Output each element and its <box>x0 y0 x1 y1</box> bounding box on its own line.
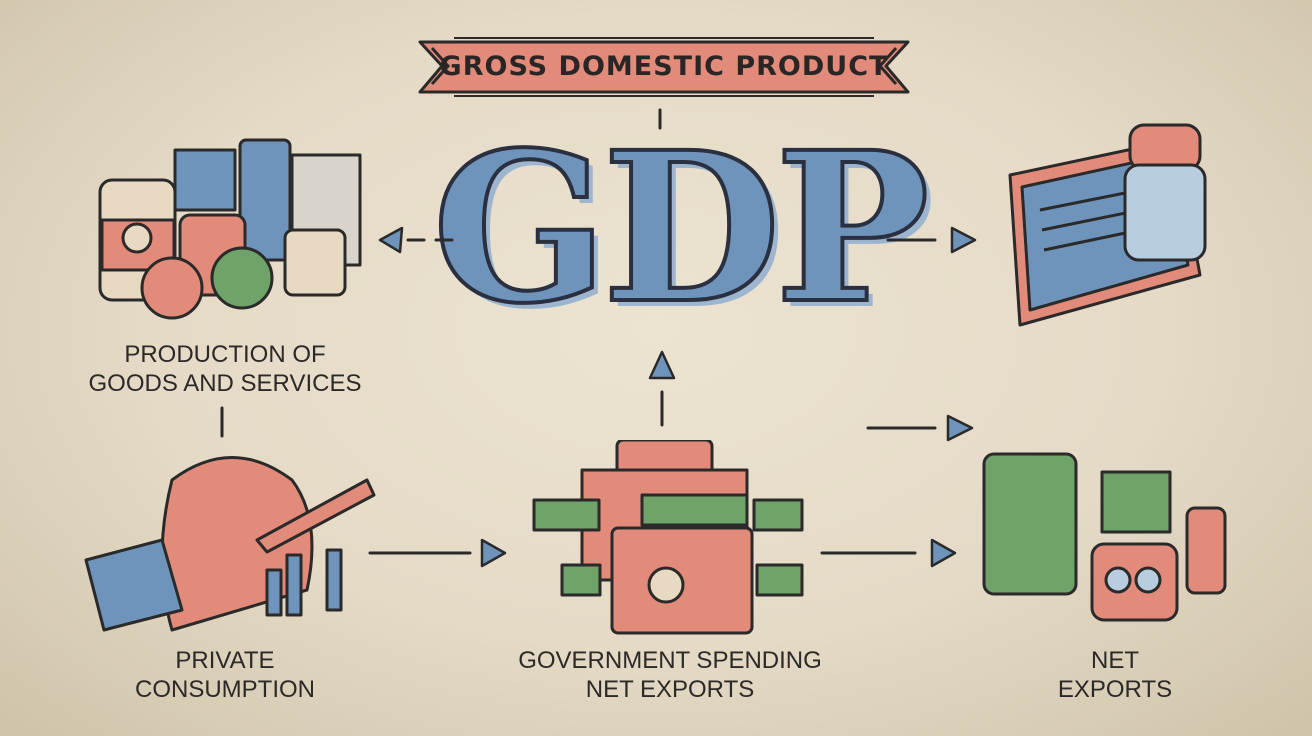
label-government-line2: NET EXPORTS <box>585 676 755 703</box>
banner-title: GROSS DOMESTIC PRODUCT <box>439 50 889 82</box>
stacked-goods-icon <box>98 138 362 320</box>
arrowhead-gov <box>480 538 507 568</box>
label-private-line2: CONSUMPTION <box>135 676 315 703</box>
label-production-line1: PRODUCTION OF <box>124 341 326 368</box>
label-government-line1: GOVERNMENT SPENDING <box>518 647 822 674</box>
label-net-line2: EXPORTS <box>1057 676 1173 703</box>
label-private-line1: PRIVATE <box>175 647 275 674</box>
label-production: PRODUCTION OF GOODS AND SERVICES <box>60 340 390 398</box>
piggybank-box-icon <box>84 456 376 632</box>
gdp-acronym: GDP <box>430 105 931 351</box>
label-net-exports: NET EXPORTS <box>1030 646 1200 704</box>
export-goods-icon <box>982 452 1227 622</box>
arrowhead-net <box>930 538 957 568</box>
arrowhead-investment <box>950 226 977 254</box>
banner-ribbon-icon <box>418 37 910 97</box>
monitor-jar-icon <box>1008 123 1207 327</box>
label-net-line1: NET <box>1091 647 1139 674</box>
arrowhead-production <box>378 226 404 254</box>
label-private-consumption: PRIVATE CONSUMPTION <box>110 646 340 704</box>
arrowhead-upper-right <box>946 414 974 442</box>
arrowhead-gdp <box>648 350 676 380</box>
label-production-line2: GOODS AND SERVICES <box>88 370 362 397</box>
title-banner: GROSS DOMESTIC PRODUCT <box>418 34 910 98</box>
label-government-spending: GOVERNMENT SPENDING NET EXPORTS <box>500 646 840 704</box>
money-folders-icon <box>532 440 804 635</box>
